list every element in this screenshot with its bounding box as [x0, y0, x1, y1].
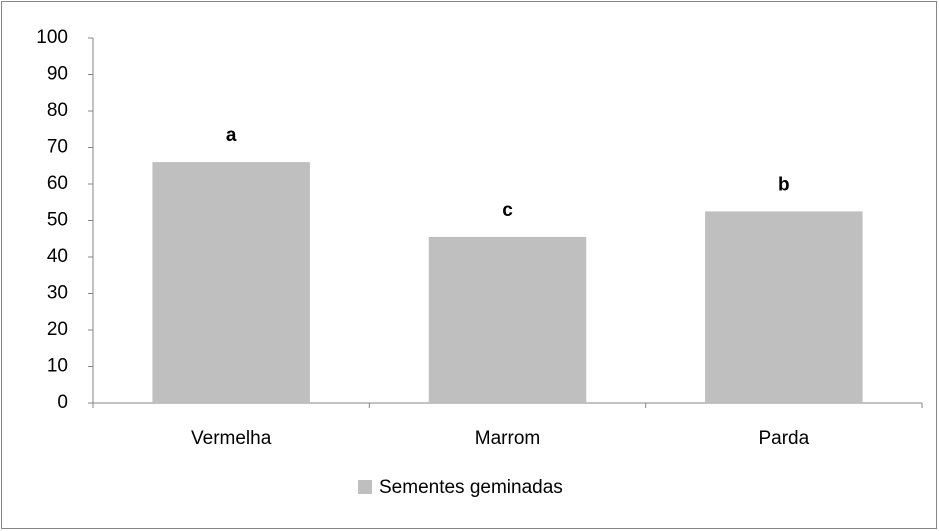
y-tick-label: 0 — [57, 392, 68, 413]
bar — [428, 236, 587, 403]
bar — [705, 211, 863, 403]
bar-annotation: a — [226, 125, 237, 146]
y-tick-label: 40 — [47, 246, 68, 267]
y-tick-label: 80 — [47, 100, 68, 121]
y-tick-label: 30 — [47, 283, 68, 304]
y-tick-label: 20 — [47, 319, 68, 340]
y-tick-label: 70 — [47, 137, 68, 158]
legend-swatch — [358, 480, 372, 494]
y-tick-label: 10 — [47, 356, 68, 377]
bar-annotation: b — [778, 174, 790, 195]
y-tick-label: 50 — [47, 210, 68, 231]
y-tick-label: 60 — [47, 173, 68, 194]
y-tick-label: 100 — [36, 27, 68, 48]
bar — [152, 162, 310, 403]
x-tick-label: Vermelha — [191, 428, 272, 449]
bar-annotation: c — [502, 200, 513, 221]
y-tick-label: 90 — [47, 64, 68, 85]
x-tick-label: Parda — [758, 428, 809, 449]
x-tick-label: Marrom — [475, 428, 540, 449]
legend-label: Sementes geminadas — [379, 477, 563, 498]
